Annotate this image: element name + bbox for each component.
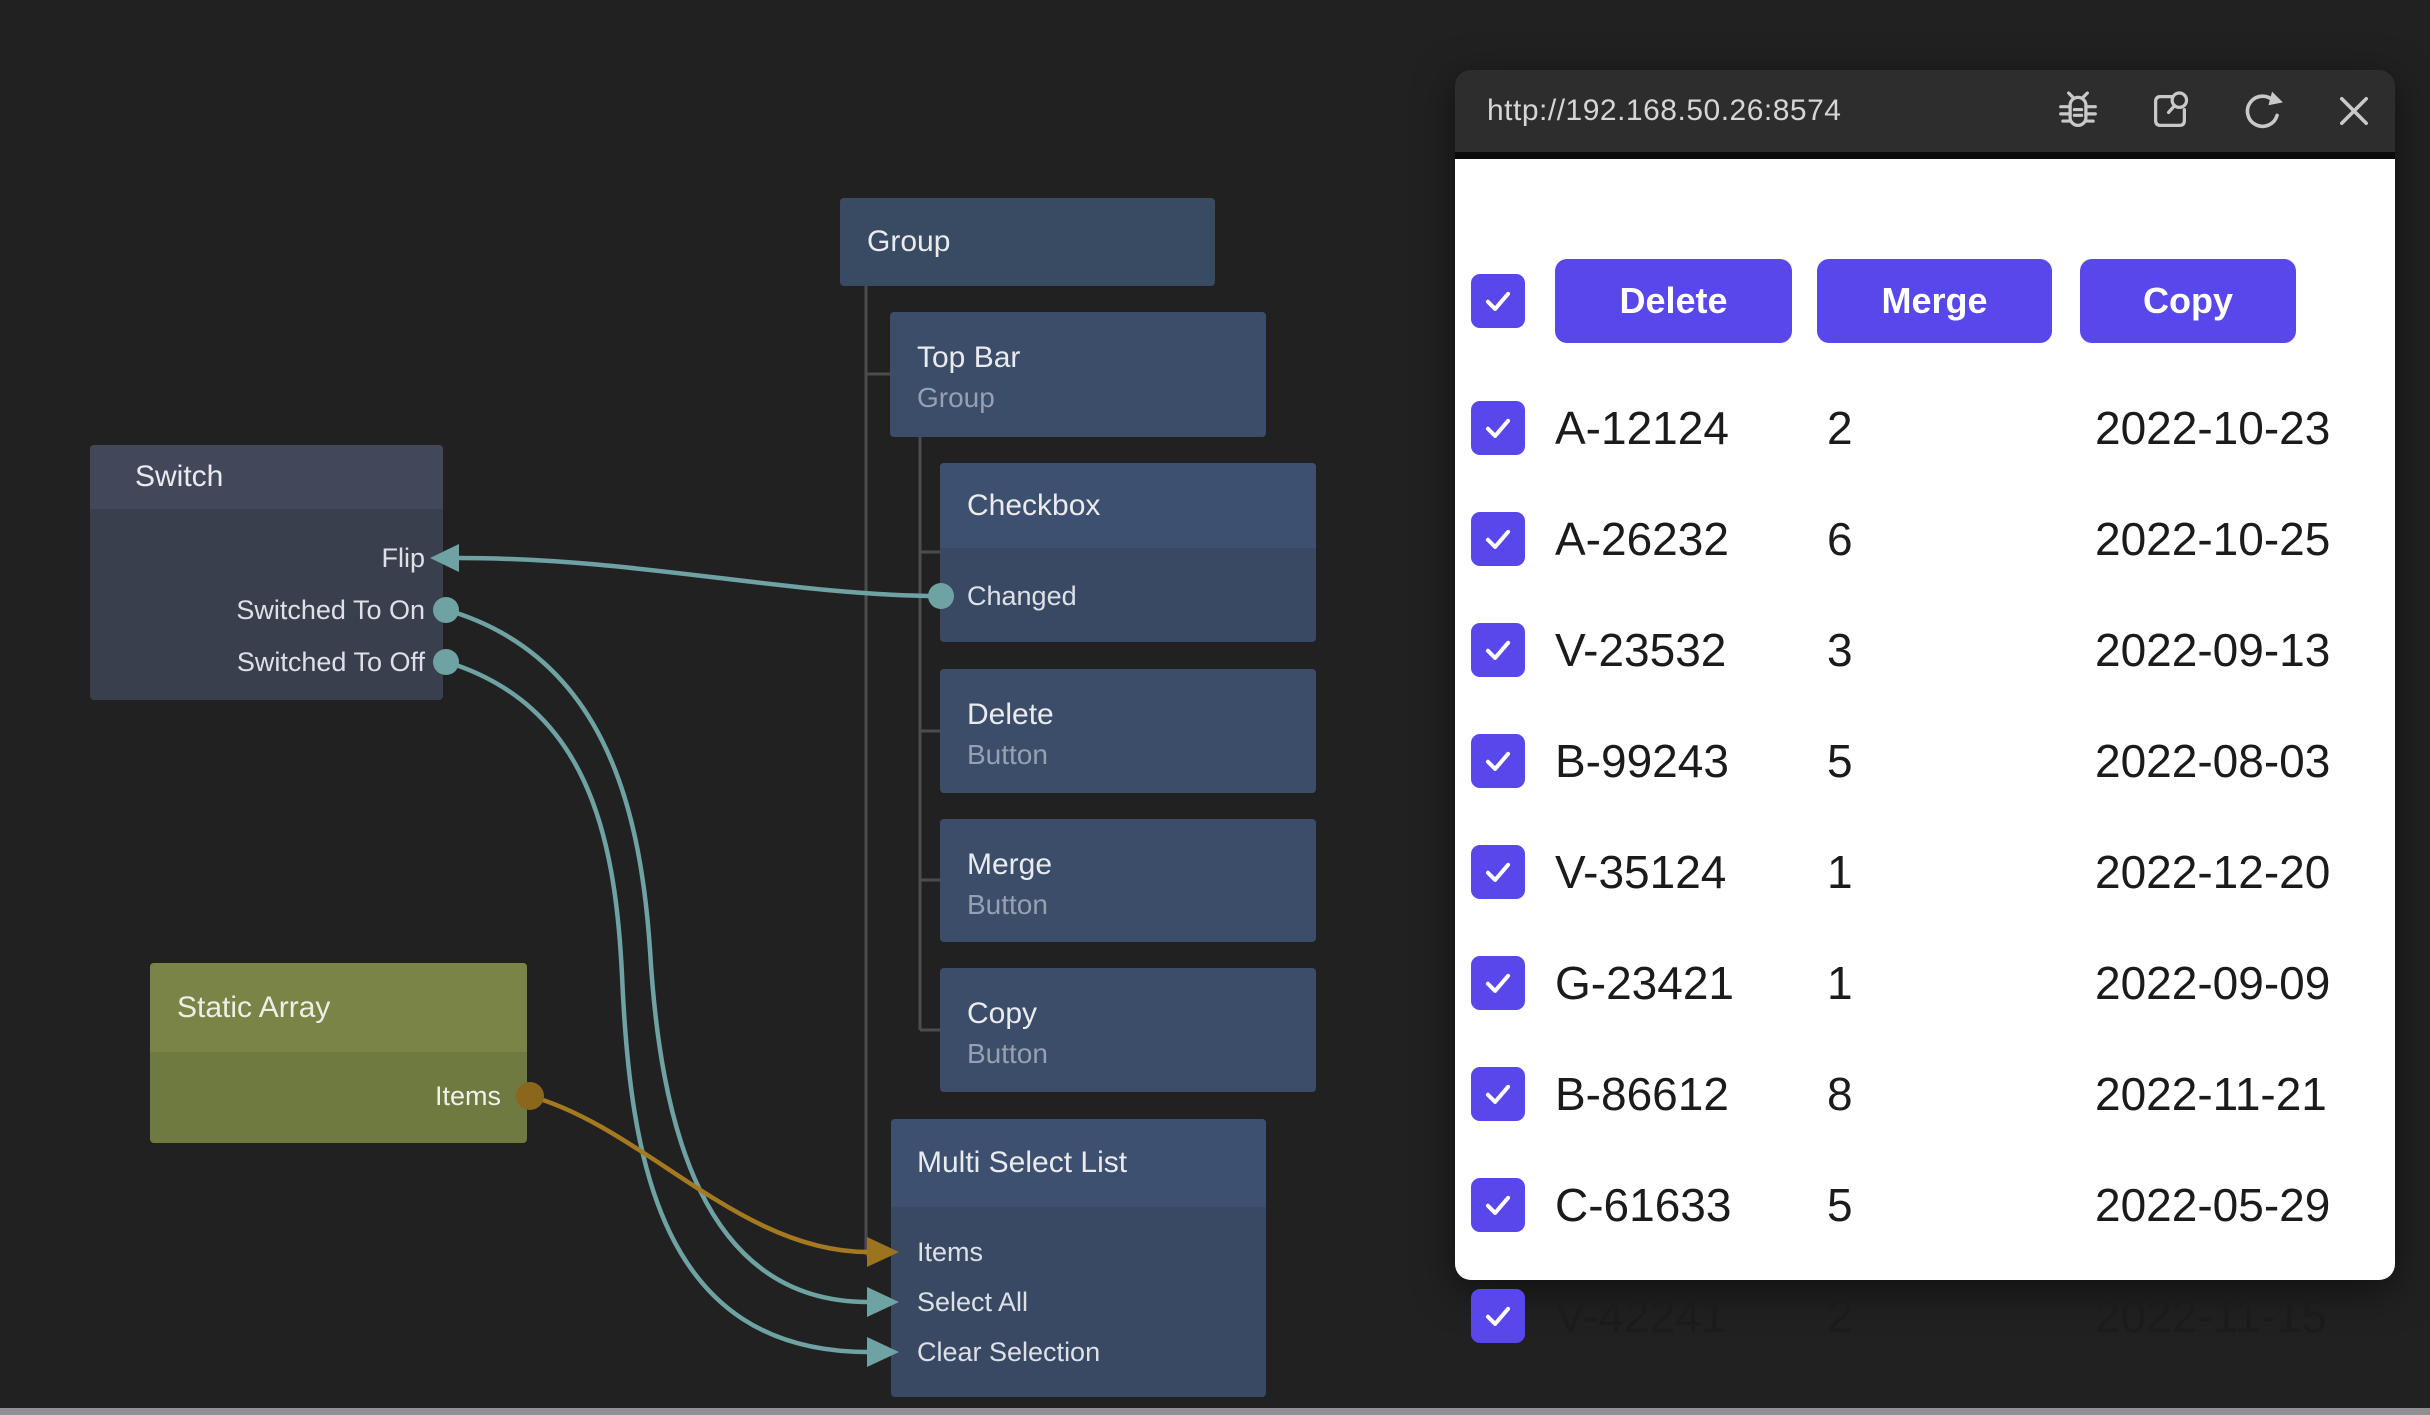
node-top-bar[interactable]: Top Bar Group — [890, 312, 1266, 437]
row-checkbox[interactable] — [1471, 1067, 1525, 1121]
wire-items-to-items — [527, 1093, 871, 1255]
port-items-out[interactable]: Items — [434, 1080, 501, 1111]
node-copy-button[interactable]: Copy Button — [940, 968, 1316, 1092]
refresh-icon[interactable] — [2239, 88, 2285, 134]
row-qty: 5 — [1827, 1179, 1853, 1231]
port-switched-to-off[interactable]: Switched To Off — [236, 646, 425, 677]
port-items[interactable]: Items — [917, 1236, 984, 1267]
node-title: Top Bar — [917, 341, 1021, 374]
preview-titlebar: http://192.168.50.26:8574 — [1455, 70, 2395, 159]
node-merge-button[interactable]: Merge Button — [940, 819, 1316, 942]
node-subtitle: Button — [967, 889, 1048, 920]
preview-panel: http://192.168.50.26:8574 — [1455, 70, 2395, 1343]
row-qty: 6 — [1827, 513, 1853, 565]
url-text[interactable]: http://192.168.50.26:8574 — [1487, 94, 1842, 127]
row-date: 2022-09-13 — [2095, 624, 2331, 676]
row-date: 2022-10-23 — [2095, 402, 2331, 454]
row-date: 2022-08-03 — [2095, 735, 2331, 787]
node-title: Switch — [135, 460, 224, 493]
wire-on-to-select-all — [444, 607, 871, 1305]
node-title: Static Array — [177, 990, 331, 1024]
port-changed[interactable]: Changed — [967, 580, 1077, 611]
horizontal-scrollbar[interactable] — [0, 1408, 2430, 1415]
row-checkbox[interactable] — [1471, 512, 1525, 566]
node-multi-select-list[interactable]: Multi Select List Items Select All Clear… — [891, 1119, 1266, 1397]
row-id: A-26232 — [1555, 513, 1729, 565]
row-qty: 8 — [1827, 1068, 1853, 1120]
port-select-all[interactable]: Select All — [917, 1286, 1029, 1317]
select-all-checkbox[interactable] — [1471, 274, 1525, 328]
port-switched-to-on[interactable]: Switched To On — [236, 594, 425, 625]
row-checkbox[interactable] — [1471, 956, 1525, 1010]
row-date: 2022-12-20 — [2095, 846, 2331, 898]
row-checkbox[interactable] — [1471, 401, 1525, 455]
row-date: 2022-05-29 — [2095, 1179, 2331, 1231]
node-subtitle: Button — [967, 1038, 1048, 1069]
row-date: 2022-11-15 — [2095, 1290, 2327, 1342]
row-id: V-23532 — [1555, 624, 1727, 676]
bug-icon[interactable] — [2055, 88, 2101, 134]
row-id: V-42241 — [1555, 1290, 1727, 1342]
row-qty: 2 — [1827, 1290, 1853, 1342]
node-title: Group — [867, 225, 951, 258]
row-checkbox[interactable] — [1471, 1178, 1525, 1232]
row-date: 2022-10-25 — [2095, 513, 2331, 565]
row-checkbox[interactable] — [1471, 734, 1525, 788]
row-id: G-23421 — [1555, 957, 1735, 1009]
node-switch[interactable]: Switch Flip Switched To On Switched To O… — [90, 445, 443, 700]
row-id: V-35124 — [1555, 846, 1727, 898]
node-title: Merge — [967, 848, 1053, 881]
port-flip[interactable]: Flip — [381, 542, 425, 573]
node-title: Copy — [967, 997, 1038, 1030]
row-id: B-99243 — [1555, 735, 1729, 787]
delete-button[interactable]: Delete — [1555, 259, 1792, 343]
row-id: C-61633 — [1555, 1179, 1732, 1231]
node-static-array[interactable]: Static Array Items — [150, 963, 527, 1143]
row-date: 2022-09-09 — [2095, 957, 2331, 1009]
copy-button[interactable]: Copy — [2080, 259, 2296, 343]
port-clear-selection[interactable]: Clear Selection — [917, 1336, 1101, 1367]
node-title: Multi Select List — [917, 1146, 1128, 1179]
row-checkbox[interactable] — [1471, 845, 1525, 899]
inspect-icon[interactable] — [2147, 88, 2193, 134]
row-qty: 2 — [1827, 402, 1853, 454]
node-group[interactable]: Group — [840, 198, 1215, 286]
row-id: B-86612 — [1555, 1068, 1729, 1120]
merge-button[interactable]: Merge — [1817, 259, 2052, 343]
close-icon[interactable] — [2331, 88, 2377, 134]
row-id: A-12124 — [1555, 402, 1729, 454]
node-title: Delete — [967, 698, 1054, 731]
row-date: 2022-11-21 — [2095, 1068, 2327, 1120]
row-qty: 1 — [1827, 846, 1853, 898]
preview-content: Delete Merge Copy A-12124 2 2022-10-23 A… — [1455, 159, 2395, 1343]
wire-changed-to-flip — [456, 555, 944, 599]
node-title: Checkbox — [967, 488, 1101, 522]
row-checkbox[interactable] — [1471, 623, 1525, 677]
row-checkbox[interactable] — [1471, 1289, 1525, 1343]
row-qty: 1 — [1827, 957, 1853, 1009]
node-subtitle: Group — [917, 382, 995, 413]
row-qty: 3 — [1827, 624, 1853, 676]
row-qty: 5 — [1827, 735, 1853, 787]
node-checkbox[interactable]: Checkbox Changed — [940, 463, 1316, 642]
node-delete-button[interactable]: Delete Button — [940, 669, 1316, 793]
node-subtitle: Button — [967, 739, 1048, 770]
